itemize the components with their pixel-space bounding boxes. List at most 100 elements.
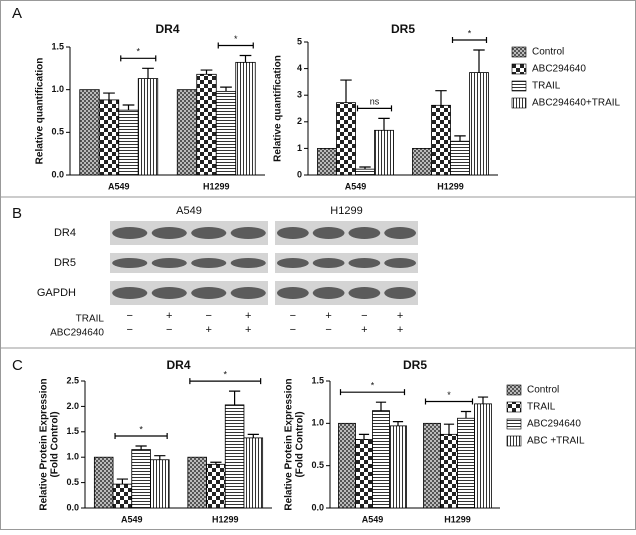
x-tick-label: A549 (345, 181, 367, 191)
bar (112, 483, 133, 509)
bar (412, 147, 432, 176)
blot-band (312, 227, 345, 239)
bar (196, 73, 217, 176)
y-tick-label: 0.5 (51, 127, 64, 137)
treatment-sign: − (290, 324, 296, 336)
y-tick-label: 0.5 (311, 460, 324, 470)
blot-band (191, 227, 227, 239)
x-tick-label: A549 (121, 514, 143, 524)
treatment-sign: − (166, 324, 172, 336)
y-tick-label: 1.5 (311, 375, 324, 385)
treatment-label: ABC294640 (50, 328, 104, 339)
error-bar (359, 166, 371, 170)
x-tick-label: A549 (108, 181, 130, 191)
bar (93, 456, 114, 509)
bar (374, 129, 394, 176)
y-tick-label: 1.0 (51, 84, 64, 94)
blot-band (348, 258, 381, 268)
treatment-sign: − (325, 324, 331, 336)
significance-label: * (371, 381, 375, 391)
error-bar (200, 69, 213, 75)
x-tick-label: H1299 (437, 181, 464, 191)
significance-label: * (136, 47, 140, 57)
significance-bracket (424, 398, 474, 405)
y-tick-label: 0.0 (66, 502, 79, 512)
blot-row-label: DR5 (54, 257, 76, 269)
blot-strip (110, 253, 268, 273)
y-axis-label: (Fold Control) (50, 411, 61, 477)
treatment-sign: + (397, 324, 403, 336)
error-bar (239, 54, 252, 63)
legend-swatch (506, 384, 522, 396)
blot-band (384, 258, 417, 268)
treatment-sign: − (127, 324, 133, 336)
error-bar (116, 478, 129, 485)
legend-label: ABC294640 (532, 64, 586, 75)
error-bar (228, 390, 241, 405)
legend-swatch (511, 97, 527, 109)
legend-swatch (511, 63, 527, 75)
y-tick-label: 2 (297, 116, 302, 126)
y-tick-label: 2.5 (66, 375, 79, 385)
blot-band (191, 258, 227, 268)
bar (131, 449, 151, 509)
legend-label: TRAIL (532, 81, 561, 92)
blot-band (230, 287, 266, 299)
panel-label: C (12, 357, 23, 374)
significance-label: * (223, 370, 227, 380)
significance-bracket (217, 42, 254, 49)
bar (474, 403, 492, 509)
panel-label: B (12, 205, 22, 222)
blot-band (348, 227, 381, 239)
bar (431, 104, 451, 176)
blot-band (384, 227, 417, 239)
blot-band (112, 227, 148, 239)
chart-title: DR5 (391, 22, 415, 36)
error-bar (154, 455, 166, 460)
treatment-sign: + (325, 310, 331, 322)
treatment-sign: + (361, 324, 367, 336)
bar (137, 78, 159, 176)
significance-label: * (468, 28, 472, 38)
bar (98, 99, 120, 176)
treatment-sign: + (206, 324, 212, 336)
error-bar (375, 401, 387, 411)
y-tick-label: 0 (297, 169, 302, 179)
bar (317, 147, 337, 176)
error-bar (103, 92, 115, 100)
bar (450, 140, 470, 176)
bar (440, 433, 458, 509)
y-tick-label: 2.0 (66, 401, 79, 411)
bar (355, 439, 373, 509)
legend-swatch (511, 46, 527, 58)
legend-label: TRAIL (527, 402, 556, 413)
bar (215, 90, 237, 176)
blot-band (312, 287, 345, 299)
blot-band (151, 287, 187, 299)
y-tick-label: 0.0 (51, 169, 64, 179)
x-tick-label: H1299 (203, 181, 230, 191)
error-bar (210, 461, 222, 465)
bar (176, 89, 198, 176)
x-tick-label: H1299 (212, 514, 239, 524)
bar (469, 72, 489, 176)
bar (457, 417, 475, 509)
legend-swatch (511, 80, 527, 92)
blot-band (151, 258, 187, 268)
treatment-sign: + (245, 324, 251, 336)
y-tick-label: 1.0 (311, 418, 324, 428)
y-tick-label: 1 (297, 143, 302, 153)
error-bar (142, 67, 154, 79)
y-axis-label: Relative Protein Expression (39, 378, 50, 510)
blot-strip (275, 253, 418, 273)
significance-bracket (356, 105, 393, 112)
significance-label: * (139, 424, 143, 434)
error-bar (477, 396, 489, 404)
error-bar (473, 49, 485, 73)
bar (79, 89, 100, 176)
legend-label: Control (532, 47, 564, 58)
blot-cell-label: H1299 (330, 205, 362, 217)
error-bar (435, 90, 447, 106)
treatment-sign: − (127, 310, 133, 322)
